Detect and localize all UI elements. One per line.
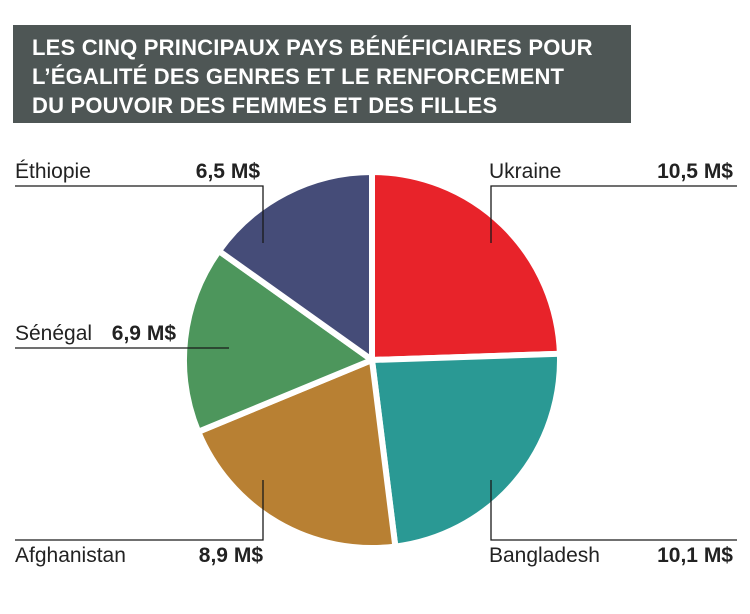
slice-value-afghanistan: 8,9 M$ <box>199 544 264 567</box>
pie-slice-bangladesh <box>368 350 563 550</box>
leader-ukraine <box>490 185 737 243</box>
leader-afghanistan <box>15 480 264 541</box>
chart-title-line-3: DU POUVOIR DES FEMMES ET DES FILLES <box>32 93 498 118</box>
slice-label-afghanistan: Afghanistan <box>15 544 126 567</box>
slice-label-bangladesh: Bangladesh <box>489 544 600 567</box>
pie-slice-senegal <box>181 246 379 436</box>
chart-title-line-1: LES CINQ PRINCIPAUX PAYS BÉNÉFICIAIRES P… <box>32 35 593 60</box>
slice-value-ukraine: 10,5 M$ <box>657 160 733 183</box>
leader-ethiopie <box>15 185 264 243</box>
pie-slice-ukraine <box>369 168 563 364</box>
slice-label-ukraine: Ukraine <box>489 160 561 183</box>
slice-label-ethiopie: Éthiopie <box>15 160 91 183</box>
leader-lines <box>15 185 737 541</box>
chart-title-box: LES CINQ PRINCIPAUX PAYS BÉNÉFICIAIRES P… <box>13 25 631 123</box>
chart-title-line-2: L’ÉGALITÉ DES GENRES ET LE RENFORCEMENT <box>32 64 565 89</box>
slice-value-ethiopie: 6,5 M$ <box>196 160 261 183</box>
slice-value-senegal: 6,9 M$ <box>112 322 177 345</box>
pie-slice-afghanistan <box>194 355 399 552</box>
leader-bangladesh <box>490 480 737 541</box>
slice-label-senegal: Sénégal <box>15 322 92 345</box>
pie-slices <box>181 168 563 552</box>
pie-slice-ethiopie <box>214 168 375 366</box>
slice-value-bangladesh: 10,1 M$ <box>657 544 733 567</box>
